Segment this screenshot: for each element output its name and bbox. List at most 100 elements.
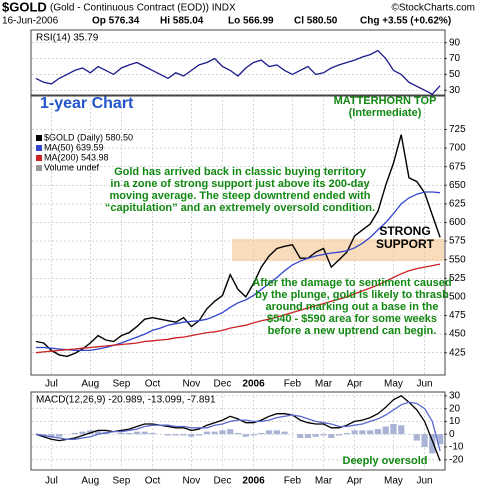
- x-tick-label: Jul: [45, 476, 58, 487]
- annotation: “capitulation” and an extremely oversold…: [105, 202, 375, 214]
- histogram-bar: [126, 432, 133, 435]
- legend-label: MA(50) 639.59: [44, 142, 104, 152]
- y-tick-label: 30: [449, 390, 461, 401]
- histogram-bar: [180, 434, 187, 436]
- histogram-bar: [297, 434, 304, 439]
- histogram-bar: [312, 434, 319, 437]
- y-tick-label: 475: [449, 310, 466, 321]
- y-tick-label: 525: [449, 273, 466, 284]
- histogram-bar: [149, 432, 156, 435]
- histogram-bar: [382, 426, 389, 435]
- annotation: in a zone of strong support just above i…: [110, 178, 370, 190]
- legend-label: $GOLD (Daily) 580.50: [44, 132, 133, 142]
- x-tick-label: Jul: [45, 379, 58, 390]
- histogram-bar: [374, 429, 382, 435]
- histogram-bar: [203, 431, 211, 435]
- legend-swatch: [36, 165, 42, 171]
- x-tick-label: Sep: [112, 476, 130, 487]
- x-tick-label: Apr: [347, 476, 363, 487]
- x-tick-label: Nov: [182, 379, 200, 390]
- y-tick-label: 650: [449, 180, 466, 191]
- y-tick-label: -20: [449, 454, 464, 465]
- histogram-bar: [304, 434, 312, 439]
- annotation: SUPPORT: [376, 237, 435, 251]
- series-line: [35, 263, 441, 354]
- histogram-bar: [413, 434, 420, 441]
- annotation: around marking out a base in the: [266, 301, 439, 313]
- histogram-bar: [328, 434, 335, 439]
- histogram-bar: [343, 432, 350, 435]
- annotation: Gold has arrived back in classic buying …: [114, 166, 367, 178]
- histogram-bar: [56, 434, 63, 437]
- histogram-bar: [227, 429, 234, 435]
- x-tick-label: Feb: [284, 379, 302, 390]
- histogram-bar: [273, 430, 280, 435]
- histogram-bar: [188, 434, 195, 437]
- annotation: moving average. The steep downtrend ende…: [110, 190, 371, 202]
- y-tick-label: 70: [449, 53, 461, 64]
- histogram-bar: [320, 434, 327, 436]
- legend-swatch: [36, 135, 42, 141]
- description: (Gold - Continuous Contract (EOD)) INDX: [50, 3, 236, 14]
- series-line: [35, 191, 441, 352]
- histogram-bar: [79, 431, 86, 435]
- annotation: After the damage to sentiment caused: [252, 277, 451, 289]
- histogram-bar: [351, 430, 358, 435]
- histogram-bar: [437, 434, 444, 445]
- annotation: STRONG: [379, 224, 430, 238]
- histogram-bar: [390, 423, 397, 435]
- x-tick-label: Mar: [315, 379, 333, 390]
- annotation: MATTERHORN TOP: [334, 95, 437, 107]
- panel: [30, 95, 446, 376]
- legend-label: MA(200) 543.98: [44, 152, 109, 162]
- histogram-bar: [250, 434, 257, 436]
- x-tick-label: Aug: [81, 476, 99, 487]
- histogram-bar: [429, 434, 436, 454]
- legend-swatch: [36, 155, 42, 161]
- histogram-bar: [335, 434, 343, 436]
- legend-label: Volume undef: [44, 162, 100, 172]
- y-tick-label: 425: [449, 347, 466, 358]
- change: Chg +3.55 (+0.62%): [360, 16, 451, 27]
- date: 16-Jun-2006: [2, 16, 59, 27]
- high: Hi 585.04: [160, 16, 204, 27]
- x-tick-label: 2006: [242, 379, 265, 390]
- series-line: [35, 49, 441, 96]
- annotation: by the plunge, gold is likely to thrash: [255, 289, 449, 301]
- panel-title: RSI(14) 35.79: [36, 33, 99, 44]
- histogram-bar: [359, 430, 366, 435]
- x-tick-label: Dec: [214, 476, 232, 487]
- panel-title: MACD(12,26,9) -20.989, -13.099, -7.891: [36, 395, 216, 406]
- x-tick-label: Jun: [417, 379, 433, 390]
- source: ©StockCharts.com: [391, 3, 475, 14]
- y-tick-label: 575: [449, 236, 466, 247]
- low: Lo 566.99: [228, 16, 274, 27]
- histogram-bar: [118, 432, 125, 435]
- panel: [30, 29, 446, 96]
- x-tick-label: 2006: [242, 476, 265, 487]
- histogram-bar: [398, 425, 405, 435]
- histogram-bar: [234, 432, 242, 435]
- support-band: [232, 238, 444, 262]
- y-tick-label: 450: [449, 329, 466, 340]
- y-tick-label: 30: [449, 85, 461, 96]
- series-line: [35, 134, 441, 358]
- x-tick-label: Nov: [182, 476, 200, 487]
- y-tick-label: 600: [449, 217, 466, 228]
- annotation: Deeply oversold: [343, 455, 428, 467]
- annotation: $540 - $590 area for some weeks: [267, 313, 437, 325]
- x-tick-label: Dec: [214, 379, 232, 390]
- x-tick-label: Aug: [81, 379, 99, 390]
- y-tick-label: 725: [449, 124, 466, 135]
- histogram-bar: [141, 431, 148, 435]
- legend-swatch: [36, 145, 42, 151]
- histogram-bar: [196, 434, 203, 436]
- y-tick-label: -10: [449, 442, 464, 453]
- close: Cl 580.50: [294, 16, 338, 27]
- x-tick-label: Oct: [145, 379, 161, 390]
- histogram-bar: [281, 431, 288, 435]
- x-tick-label: Mar: [315, 476, 333, 487]
- histogram-bar: [258, 432, 265, 435]
- series-line: [35, 395, 441, 462]
